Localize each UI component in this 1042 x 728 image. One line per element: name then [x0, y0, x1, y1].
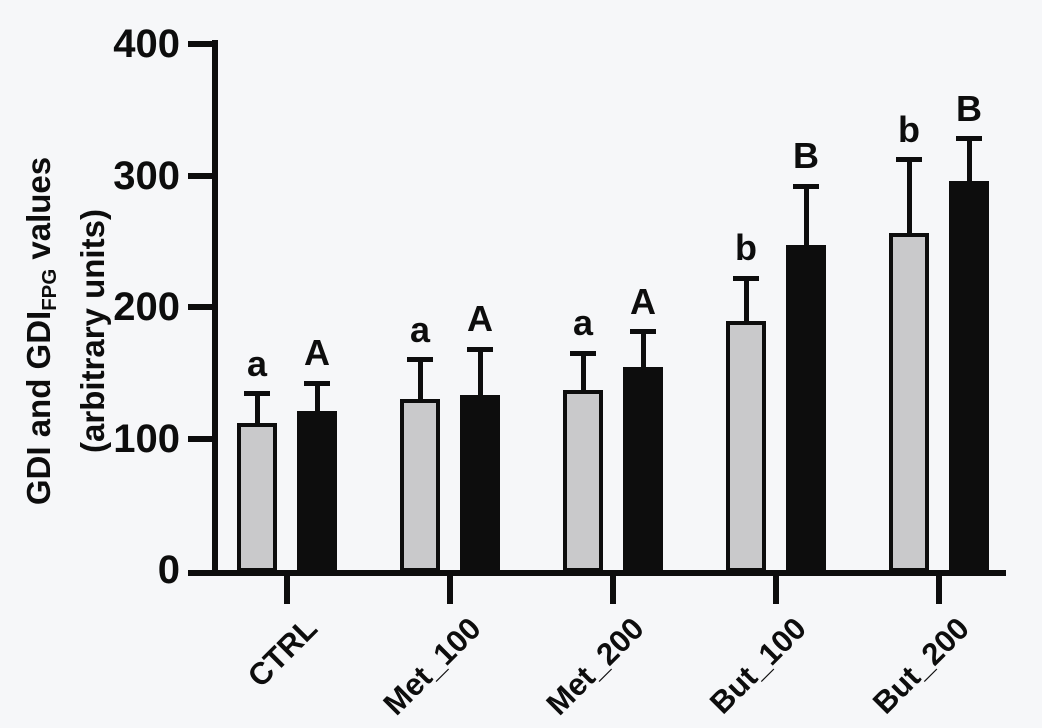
- bar-gdi_fpg-ctrl: [297, 410, 337, 572]
- error-bar-cap: [304, 380, 330, 386]
- significance-letter: A: [304, 332, 330, 374]
- y-axis-label-subscript: FPG: [38, 268, 62, 311]
- bar-gdi_fpg-met_100: [460, 395, 500, 572]
- error-bar-cap: [630, 329, 656, 335]
- bar-gdi-but_100: [726, 321, 766, 572]
- y-tick-label: 0: [157, 548, 180, 592]
- bar-gdi_fpg-but_100: [786, 245, 826, 572]
- y-tick-label: 400: [113, 22, 180, 66]
- y-axis-label-line1: GDI and GDIFPG values: [20, 156, 62, 506]
- y-tick-label: 100: [113, 416, 180, 461]
- error-bar-cap: [244, 391, 270, 397]
- y-axis: [212, 40, 218, 576]
- error-bar-stem: [803, 186, 809, 249]
- y-tick-label: 200: [113, 285, 180, 329]
- x-tick-label-met_100: Met_100: [376, 610, 488, 722]
- x-tick-label-ctrl: CTRL: [241, 610, 325, 694]
- x-tick-label-but_100: But_100: [703, 610, 814, 721]
- bar-gdi-met_100: [400, 399, 440, 572]
- y-axis-label: GDI and GDIFPG values (arbitrary units): [17, 21, 111, 641]
- y-tick: [188, 435, 212, 442]
- error-bar-cap: [467, 346, 493, 352]
- error-bar-stem: [580, 353, 586, 393]
- significance-letter: a: [246, 342, 268, 384]
- error-bar-stem: [640, 331, 646, 371]
- significance-letter: a: [572, 302, 594, 344]
- error-bar-cap: [733, 275, 759, 281]
- x-tick: [610, 576, 616, 604]
- bar-gdi_fpg-but_200: [949, 180, 989, 572]
- significance-letter: A: [630, 281, 656, 322]
- x-tick-label-but_200: But_200: [866, 610, 977, 721]
- error-bar-cap: [407, 357, 433, 363]
- x-tick: [447, 576, 453, 604]
- x-axis: [188, 570, 1006, 576]
- y-axis-label-line2: (arbitrary units): [74, 209, 112, 453]
- error-bar-stem: [743, 278, 749, 325]
- bar-gdi_fpg-met_200: [623, 367, 663, 572]
- error-bar-cap: [956, 136, 982, 142]
- bar-gdi-ctrl: [237, 422, 277, 572]
- bar-gdi-met_200: [563, 389, 603, 572]
- significance-letter: B: [793, 135, 819, 177]
- error-bar-cap: [793, 183, 819, 189]
- y-tick: [188, 41, 212, 47]
- error-bar-stem: [254, 393, 260, 426]
- significance-letter: a: [409, 308, 431, 350]
- y-tick: [188, 172, 212, 179]
- x-tick: [773, 576, 779, 604]
- error-bar-cap: [896, 157, 922, 163]
- x-tick-label-met_200: Met_200: [539, 610, 651, 722]
- x-tick: [284, 576, 290, 604]
- error-bar-stem: [314, 383, 320, 414]
- significance-letter: B: [956, 87, 982, 129]
- error-bar-stem: [966, 138, 972, 184]
- significance-letter: b: [898, 108, 920, 150]
- bar-gdi-but_200: [889, 233, 929, 572]
- y-tick-label: 300: [113, 153, 180, 198]
- y-tick: [188, 304, 212, 310]
- error-bar-stem: [906, 159, 912, 237]
- x-tick: [936, 576, 942, 604]
- error-bar-stem: [417, 359, 423, 403]
- error-bar-cap: [570, 350, 596, 356]
- error-bar-stem: [477, 349, 483, 399]
- significance-letter: A: [467, 298, 493, 340]
- significance-letter: b: [735, 227, 757, 269]
